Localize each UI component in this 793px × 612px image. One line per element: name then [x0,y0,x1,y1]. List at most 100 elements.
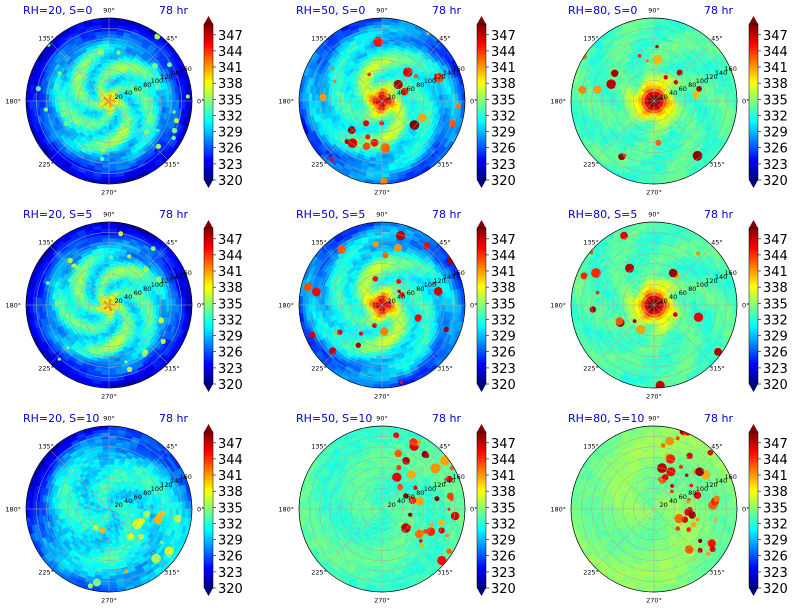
field-cell [108,154,116,159]
colorbar-segment [204,147,213,151]
field-cell [108,157,116,162]
colorbar-tick-label: 335 [491,93,516,108]
angle-tick-label: 225° [311,160,327,168]
field-cell [103,52,110,57]
angle-tick-label: 45° [439,35,451,43]
angle-tick-label: 90° [103,7,115,15]
field-cell [404,100,408,104]
colorbar-tick-label: 320 [218,174,243,189]
field-cell [602,100,607,107]
convective-cell [417,113,427,123]
convective-cell [403,67,413,77]
field-cell [349,97,354,102]
field-cell [327,95,332,102]
field-cell [720,93,725,102]
colorbar-segment [204,136,213,141]
field-cell [103,145,110,150]
field-cell [89,98,94,102]
field-cell [333,95,338,102]
field-cell [374,164,383,169]
field-cell [54,100,59,107]
field-cell [602,95,607,102]
colorbar-segment [477,40,486,44]
colorbar-segment [477,34,486,38]
colorbar-segment [477,171,486,176]
convective-cell [331,66,335,70]
colorbar-segment [477,77,486,81]
colorbar-segment [477,96,486,100]
field-cell [685,97,690,102]
field-cell [625,97,629,102]
convective-cell [319,93,327,102]
field-cell [54,95,59,102]
field-cell [172,100,177,109]
convective-cell [448,119,457,128]
field-cell [593,100,598,108]
colorbar-segment [204,158,213,162]
polar-panel: 20 40 60 80 1001201401600°45°90°135°180°225°… [550,4,749,197]
colorbar-segment [204,102,213,106]
colorbar-segment [477,85,486,89]
field-cell [653,164,662,169]
field-cell [653,75,657,79]
colorbar-tick-label: 341 [218,61,243,76]
field-cell [586,100,591,109]
field-cell [57,100,62,107]
colorbar-segment [477,128,486,132]
colorbar-extend-min [477,180,486,188]
colorbar-segment [477,158,486,162]
angle-tick-label: 315° [164,160,180,168]
field-cell [380,113,383,118]
field-cell [432,95,437,102]
field-cell [648,52,655,57]
radial-tick-label: 160 [452,65,464,73]
field-cell [349,100,354,105]
field-cell [156,100,161,107]
field-cell [137,97,142,102]
colorbar-segment [477,48,486,52]
colorbar-segment [477,37,486,41]
convective-cell [593,85,602,94]
colorbar-segment [477,120,486,124]
field-cell [599,95,604,102]
colorbar-segment [477,75,486,79]
colorbar-segment [477,26,486,30]
colorbar-segment [477,29,486,33]
field-cell [175,100,180,109]
field-cell [48,94,53,102]
field-cell [653,148,660,153]
field-cell [648,46,655,51]
field-cell [381,68,386,73]
field-cell [362,98,367,102]
field-cell [108,30,117,35]
field-cell [426,95,431,102]
field-cell [379,116,383,121]
field-cell [76,100,81,105]
field-cell [666,100,671,103]
colorbar-segment [204,32,213,36]
colorbar-segment [477,110,486,114]
field-cell [648,151,655,156]
field-cell [104,59,110,64]
colorbar-segment [204,155,213,159]
convective-cell [116,50,121,55]
colorbar-tick-label: 344 [218,45,243,60]
field-cell [377,59,383,64]
field-cell [375,154,383,159]
convective-cell [455,103,462,109]
field-cell [682,97,687,102]
field-cell [652,113,655,118]
colorbar-segment [204,123,213,127]
field-cell [397,100,402,104]
field-cell [105,129,110,134]
field-cell [343,100,348,106]
colorbar-segment [477,155,486,159]
colorbar-segment [477,174,486,178]
field-cell [438,94,443,102]
colorbar-segment [477,61,486,65]
field-cell [381,59,387,64]
field-cell [583,100,588,109]
field-cell [653,132,658,137]
angle-tick-label: 45° [166,35,178,43]
